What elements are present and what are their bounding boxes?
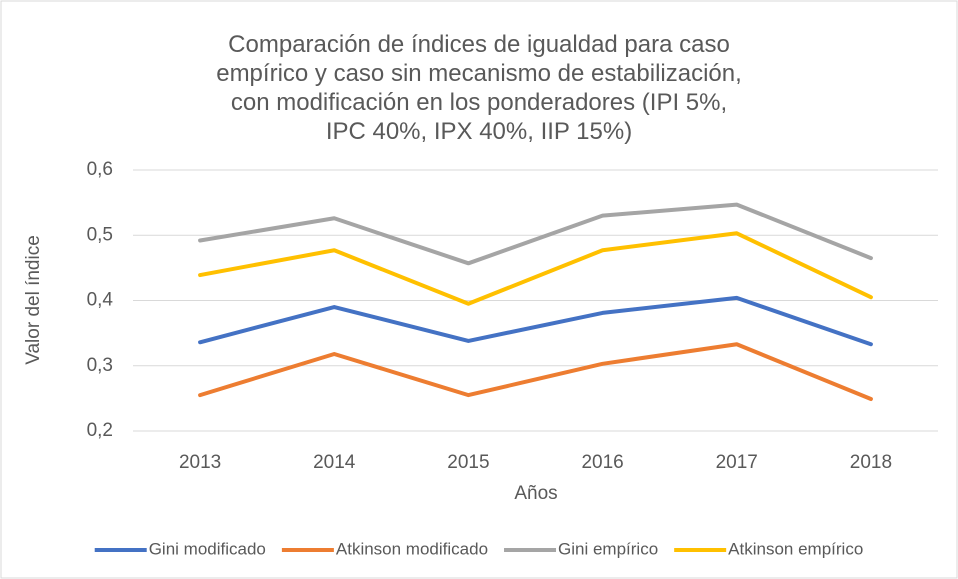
y-tick-label: 0,3 — [87, 355, 113, 376]
legend-label: Gini empírico — [558, 539, 658, 558]
y-tick-label: 0,2 — [87, 420, 113, 441]
x-tick-label: 2018 — [850, 452, 892, 473]
x-tick-label: 2014 — [313, 452, 356, 473]
y-tick-label: 0,6 — [87, 159, 113, 180]
x-tick-label: 2015 — [447, 452, 489, 473]
x-tick-label: 2017 — [716, 452, 758, 473]
y-tick-label: 0,5 — [87, 224, 113, 245]
series-line — [198, 202, 873, 266]
legend: Gini modificado Atkinson modificado Gini e… — [94, 539, 863, 558]
chart-title: Comparación de índices de igualdad para … — [216, 31, 742, 145]
legend-label: Gini modificado — [149, 539, 266, 558]
legend-label: Atkinson modificado — [336, 539, 488, 558]
series-line — [198, 342, 873, 402]
y-axis-label: Valor del índice — [23, 235, 44, 365]
x-axis-label: Años — [514, 483, 557, 504]
x-tick-label: 2013 — [179, 452, 221, 473]
series-line — [198, 295, 873, 347]
legend-label: Atkinson empírico — [728, 539, 863, 558]
series-line — [198, 231, 873, 306]
y-tick-label: 0,4 — [87, 290, 114, 311]
x-tick-label: 2016 — [581, 452, 623, 473]
